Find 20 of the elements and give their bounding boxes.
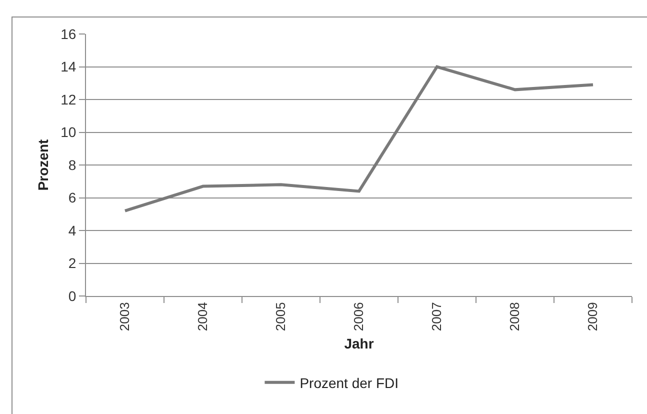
y-tick-label: 16 <box>60 26 76 42</box>
x-axis-title: Jahr <box>344 335 374 352</box>
x-tick-label: 2009 <box>585 302 600 332</box>
x-tick-label: 2006 <box>351 302 366 332</box>
y-tick-label: 0 <box>68 288 76 304</box>
y-tick-label: 4 <box>68 222 76 238</box>
y-tick-label: 10 <box>60 124 76 140</box>
x-tick-label: 2007 <box>429 302 444 332</box>
y-tick-label: 12 <box>60 91 76 108</box>
y-tick-label: 2 <box>68 255 76 272</box>
y-tick-label: 8 <box>68 156 76 173</box>
y-axis-title: Prozent <box>35 138 52 191</box>
x-tick-label: 2004 <box>195 302 210 332</box>
y-tick-label: 6 <box>68 190 76 206</box>
legend-label: Prozent der FDI <box>300 374 399 391</box>
x-tick-label: 2003 <box>117 302 132 332</box>
line-series <box>124 65 594 212</box>
x-tick-label: 2005 <box>273 302 288 332</box>
x-tick-label: 2008 <box>507 302 522 332</box>
y-tick-label: 14 <box>60 58 76 75</box>
